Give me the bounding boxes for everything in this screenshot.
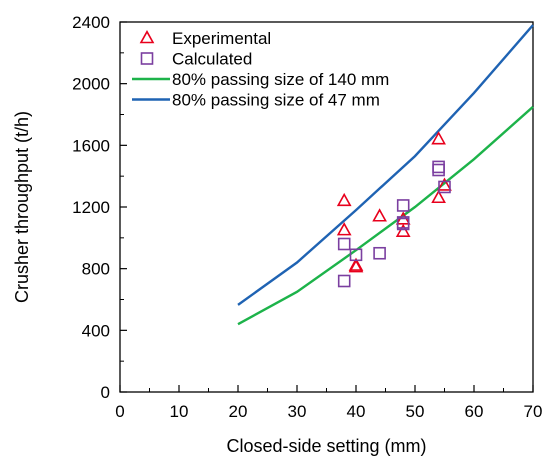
x-tick-label: 0 xyxy=(115,402,124,421)
square-marker xyxy=(337,274,351,288)
triangle-marker xyxy=(336,192,352,207)
series-markers xyxy=(336,131,452,288)
x-tick-label: 30 xyxy=(288,402,307,421)
x-tick-label: 70 xyxy=(524,402,543,421)
y-tick-label: 1200 xyxy=(72,198,110,217)
triangle-marker xyxy=(348,259,364,273)
y-tick-label: 800 xyxy=(82,260,110,279)
x-axis-title: Closed-side setting (mm) xyxy=(226,436,426,456)
axes: 0 10 20 30 40 50 60 70 0 400 800 1200 1600 2000 2400 xyxy=(72,13,542,421)
legend-triangle-swatch xyxy=(139,30,155,44)
x-tick-label: 40 xyxy=(347,402,366,421)
square-marker xyxy=(432,160,445,174)
series-line xyxy=(237,105,534,326)
square-marker xyxy=(396,216,410,229)
triangle-marker xyxy=(372,208,387,222)
triangle-marker xyxy=(336,222,352,236)
series-line xyxy=(237,24,534,306)
x-tick-label: 10 xyxy=(170,402,189,421)
y-tick-label: 0 xyxy=(101,383,110,402)
triangle-marker xyxy=(437,177,452,191)
triangle-marker xyxy=(395,223,411,237)
legend-label: 80% passing size of 140 mm xyxy=(172,70,389,89)
x-tick-label: 50 xyxy=(406,402,425,421)
y-tick-label: 2400 xyxy=(72,13,110,32)
legend-label: Calculated xyxy=(172,50,252,69)
square-marker xyxy=(373,246,386,260)
triangle-marker xyxy=(431,131,446,145)
y-tick-label: 2000 xyxy=(72,75,110,94)
series-lines xyxy=(237,24,534,326)
legend-label: 80% passing size of 47 mm xyxy=(172,91,380,110)
x-tick-label: 20 xyxy=(229,402,248,421)
legend-square-swatch xyxy=(140,52,154,65)
square-marker xyxy=(337,237,351,251)
triangle-marker xyxy=(431,189,446,204)
y-tick-label: 1600 xyxy=(72,136,110,155)
legend-label: Experimental xyxy=(172,29,271,48)
square-marker xyxy=(432,163,445,177)
x-tick-label: 60 xyxy=(465,402,484,421)
square-marker xyxy=(438,180,451,194)
square-marker xyxy=(349,248,363,262)
square-marker xyxy=(396,199,410,212)
y-tick-label: 400 xyxy=(82,321,110,340)
y-axis-title: Crusher throughput (t/h) xyxy=(12,111,32,303)
